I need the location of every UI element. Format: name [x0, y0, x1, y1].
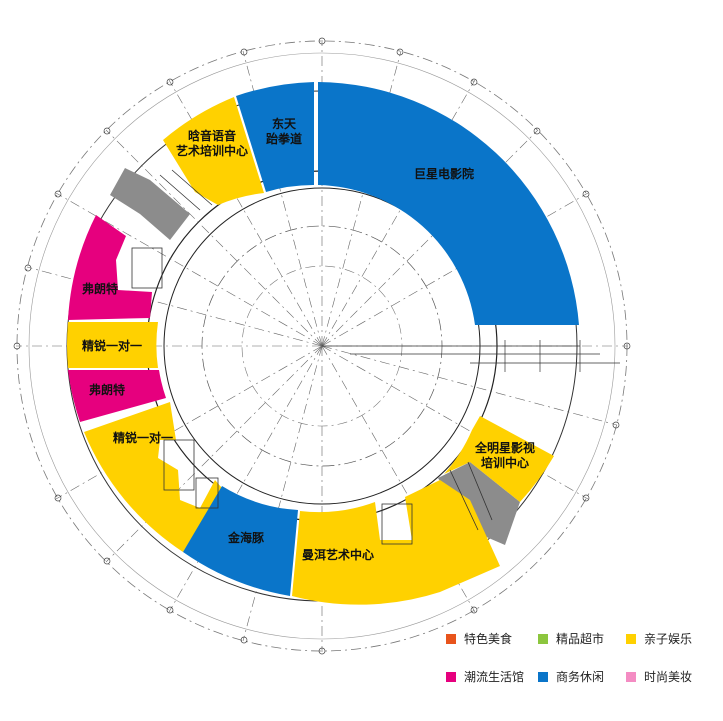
- unit-jinhaitun[interactable]: [183, 486, 298, 596]
- legend-swatch-beauty: [626, 671, 636, 682]
- legend-label-lifestyle: 潮流生活馆: [464, 670, 525, 684]
- legend-swatch-supermarket: [538, 633, 548, 644]
- label-jinhaitun: 金海豚: [227, 530, 265, 545]
- legend-swatch-business: [538, 671, 548, 682]
- unit-art-training[interactable]: [163, 97, 264, 205]
- unit-maner-art[interactable]: [292, 480, 500, 605]
- legend-item-business: 商务休闲: [538, 668, 604, 685]
- service-area-east-stair: [438, 462, 520, 545]
- legend-label-family: 亲子娱乐: [644, 632, 693, 646]
- legend-swatch-lifestyle: [446, 671, 456, 682]
- label-taekwondo-2: 跆拳道: [266, 131, 302, 146]
- label-quanming-2: 培训中心: [481, 455, 529, 470]
- label-jingrui-lower: 精锐一对一: [113, 430, 173, 445]
- legend-swatch-food: [446, 633, 456, 644]
- label-fenlangte-upper: 弗朗特: [82, 281, 118, 296]
- legend-swatch-family: [626, 633, 636, 644]
- label-jingrui-upper: 精锐一对一: [82, 338, 142, 353]
- service-area-northwest: [110, 168, 190, 240]
- unit-fenlangte-upper[interactable]: [68, 215, 152, 320]
- label-cinema: 巨星电影院: [414, 166, 474, 181]
- unit-quanming[interactable]: [444, 416, 554, 502]
- legend-label-business: 商务休闲: [556, 670, 605, 684]
- unit-fenlangte-lower[interactable]: [68, 370, 166, 422]
- legend-item-beauty: 时尚美妆: [626, 668, 692, 685]
- unit-cinema[interactable]: [318, 82, 579, 325]
- label-art-1: 晗音语音: [188, 128, 236, 143]
- label-taekwondo-1: 东天: [272, 116, 297, 131]
- outer-ticks: [13, 37, 631, 655]
- unit-jingrui-lower[interactable]: [84, 402, 222, 552]
- label-quanming-1: 全明星影视: [474, 440, 535, 455]
- legend-item-food: 特色美食: [446, 630, 512, 647]
- legend-label-beauty: 时尚美妆: [644, 670, 693, 684]
- outer-solid-ring: [28, 52, 616, 640]
- label-art-2: 艺术培训中心: [176, 143, 248, 158]
- internal-walls: [131, 169, 493, 545]
- legend-item-lifestyle: 潮流生活馆: [446, 668, 524, 685]
- legend-item-supermarket: 精品超市: [538, 630, 604, 647]
- label-maner: 曼洱艺术中心: [302, 547, 374, 562]
- unit-taekwondo[interactable]: [236, 82, 314, 192]
- legend-label-supermarket: 精品超市: [556, 632, 605, 646]
- legend-item-family: 亲子娱乐: [626, 630, 692, 647]
- legend-label-food: 特色美食: [464, 632, 513, 646]
- dimension-lines: [322, 340, 620, 372]
- label-fenlangte-lower: 弗朗特: [89, 382, 125, 397]
- unit-jingrui-upper[interactable]: [66, 322, 158, 368]
